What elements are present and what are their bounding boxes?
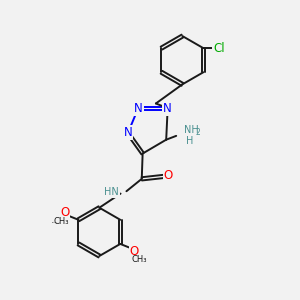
Text: 2: 2 xyxy=(196,128,200,137)
Text: O: O xyxy=(60,206,69,219)
Text: O: O xyxy=(130,245,139,258)
Text: HN: HN xyxy=(104,187,119,197)
Text: CH₃: CH₃ xyxy=(131,255,147,264)
Text: methoxy: methoxy xyxy=(52,221,58,223)
Text: O: O xyxy=(164,169,173,182)
Text: N: N xyxy=(134,102,142,115)
Text: NH: NH xyxy=(184,125,199,135)
Text: H: H xyxy=(186,136,193,146)
Text: Cl: Cl xyxy=(213,42,225,55)
Text: N: N xyxy=(124,126,132,140)
Text: CH₃: CH₃ xyxy=(53,217,68,226)
Text: N: N xyxy=(163,102,172,115)
